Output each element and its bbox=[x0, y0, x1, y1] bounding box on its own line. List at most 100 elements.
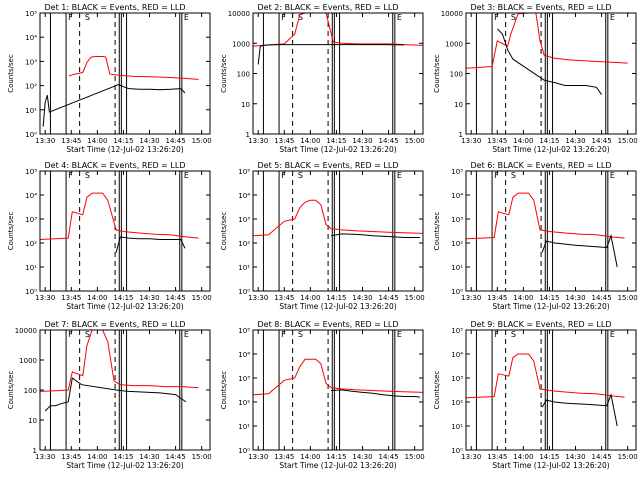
marker-s: S bbox=[511, 171, 516, 180]
panel-title: Det 9: BLACK = Events, RED = LLD bbox=[471, 320, 612, 329]
panel-title: Det 5: BLACK = Events, RED = LLD bbox=[258, 161, 399, 170]
marker-f: F bbox=[281, 330, 286, 339]
series-events-line bbox=[115, 236, 186, 253]
y-tick-label: 100 bbox=[24, 387, 37, 395]
y-tick-label: 10² bbox=[238, 240, 250, 248]
x-tick-label: 14:30 bbox=[352, 294, 372, 302]
y-tick-label: 10 bbox=[28, 417, 37, 425]
x-tick-label: 13:30 bbox=[248, 294, 268, 302]
y-tick-label: 10 bbox=[241, 101, 250, 109]
y-tick-label: 10⁰ bbox=[238, 288, 250, 296]
x-tick-label: 14:15 bbox=[539, 137, 559, 145]
x-tick-label: 13:30 bbox=[461, 137, 481, 145]
marker-s: S bbox=[85, 330, 90, 339]
event-lines bbox=[262, 171, 396, 291]
series-events-line bbox=[44, 377, 187, 412]
x-tick-label: 15:00 bbox=[618, 137, 638, 145]
series-lld-line bbox=[69, 56, 199, 80]
y-tick-label: 10³ bbox=[25, 58, 37, 66]
y-tick-label: 10⁰ bbox=[25, 131, 37, 139]
series-lld-line bbox=[252, 358, 424, 396]
y-tick-label: 10 bbox=[454, 101, 463, 109]
y-tick-label: 10⁰ bbox=[451, 288, 463, 296]
y-tick-label: 1000 bbox=[232, 40, 250, 48]
series-events-line bbox=[541, 393, 618, 427]
y-tick-label: 10⁵ bbox=[238, 168, 250, 176]
panel-title: Det 2: BLACK = Events, RED = LLD bbox=[258, 3, 399, 12]
x-tick-label: 13:30 bbox=[461, 453, 481, 461]
marker-s: S bbox=[298, 330, 303, 339]
x-tick-label: 14:45 bbox=[591, 294, 611, 302]
y-tick-label: 10³ bbox=[238, 375, 250, 383]
y-tick-label: 10⁴ bbox=[451, 351, 463, 359]
x-axis-label: Start Time (12-Jul-02 13:26:20) bbox=[492, 461, 609, 470]
event-lines bbox=[262, 13, 396, 134]
y-tick-label: 10000 bbox=[228, 10, 250, 18]
x-tick-label: 14:00 bbox=[513, 453, 533, 461]
marker-s: S bbox=[298, 13, 303, 22]
x-tick-label: 14:00 bbox=[87, 453, 107, 461]
x-axis-label: Start Time (12-Jul-02 13:26:20) bbox=[279, 461, 396, 470]
y-tick-label: 10⁰ bbox=[451, 447, 463, 455]
x-axis-label: Start Time (12-Jul-02 13:26:20) bbox=[279, 145, 396, 154]
x-tick-label: 13:45 bbox=[61, 453, 81, 461]
x-tick-label: 15:00 bbox=[405, 453, 425, 461]
marker-f: F bbox=[494, 330, 499, 339]
y-tick-label: 10³ bbox=[25, 216, 37, 224]
y-tick-label: 10¹ bbox=[451, 423, 463, 431]
y-axis-label: Counts/sec bbox=[7, 212, 15, 251]
marker-f: F bbox=[68, 330, 73, 339]
series-lld-line bbox=[465, 353, 625, 399]
y-tick-label: 10¹ bbox=[25, 107, 37, 115]
x-tick-label: 14:45 bbox=[378, 453, 398, 461]
y-tick-label: 100 bbox=[237, 71, 250, 79]
y-tick-label: 10⁰ bbox=[25, 288, 37, 296]
series-events-line bbox=[541, 233, 618, 268]
marker-e: E bbox=[610, 13, 615, 22]
panel-title: Det 1: BLACK = Events, RED = LLD bbox=[45, 3, 186, 12]
x-tick-label: 14:00 bbox=[300, 294, 320, 302]
x-tick-label: 14:30 bbox=[565, 137, 585, 145]
y-axis-label: Counts/sec bbox=[7, 371, 15, 410]
marker-e: E bbox=[184, 171, 189, 180]
x-tick-label: 13:30 bbox=[248, 137, 268, 145]
plot-frame bbox=[252, 170, 424, 292]
marker-s: S bbox=[85, 13, 90, 22]
y-tick-label: 10⁵ bbox=[238, 327, 250, 335]
x-tick-label: 14:30 bbox=[352, 137, 372, 145]
x-tick-label: 13:45 bbox=[487, 294, 507, 302]
y-axis-label: Counts/sec bbox=[220, 212, 228, 251]
y-tick-label: 10² bbox=[25, 240, 37, 248]
y-axis-label: Counts/sec bbox=[7, 54, 15, 93]
panel-title: Det 8: BLACK = Events, RED = LLD bbox=[258, 320, 399, 329]
marker-s: S bbox=[511, 13, 516, 22]
x-tick-label: 14:15 bbox=[539, 294, 559, 302]
plot-frame bbox=[465, 170, 637, 292]
y-tick-label: 10¹ bbox=[451, 264, 463, 272]
x-tick-label: 14:30 bbox=[139, 294, 159, 302]
x-tick-label: 14:15 bbox=[113, 137, 133, 145]
x-tick-label: 14:00 bbox=[300, 137, 320, 145]
y-tick-label: 10⁴ bbox=[238, 351, 250, 359]
y-tick-label: 10000 bbox=[15, 327, 37, 335]
marker-f: F bbox=[68, 13, 73, 22]
marker-e: E bbox=[184, 13, 189, 22]
marker-f: F bbox=[494, 171, 499, 180]
x-tick-label: 15:00 bbox=[405, 294, 425, 302]
y-tick-label: 10¹ bbox=[238, 264, 250, 272]
event-lines bbox=[475, 13, 609, 134]
y-tick-label: 1 bbox=[246, 131, 250, 139]
series-lld-line bbox=[39, 329, 199, 392]
x-tick-label: 15:00 bbox=[618, 294, 638, 302]
x-tick-label: 14:45 bbox=[378, 294, 398, 302]
marker-e: E bbox=[610, 330, 615, 339]
x-tick-label: 14:45 bbox=[165, 453, 185, 461]
x-tick-label: 14:00 bbox=[87, 294, 107, 302]
x-tick-label: 13:30 bbox=[248, 453, 268, 461]
x-tick-label: 14:00 bbox=[513, 294, 533, 302]
